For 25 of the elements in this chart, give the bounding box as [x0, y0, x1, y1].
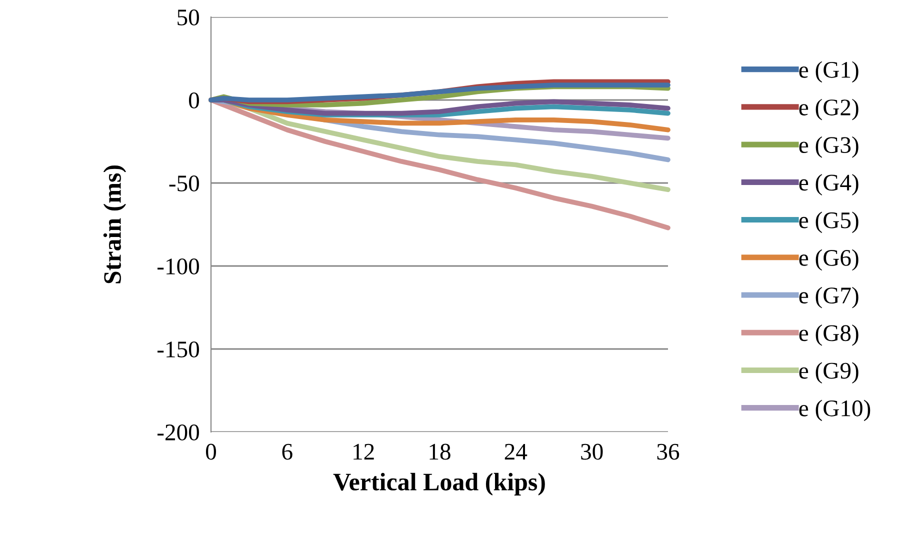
legend-label: e (G7): [799, 286, 858, 308]
legend-label: e (G4): [799, 174, 858, 196]
x-tick-label: 18: [430, 444, 450, 460]
y-tick-label: -200: [157, 424, 199, 440]
legend-label: e (G8): [799, 324, 858, 346]
x-tick-label: 30: [581, 444, 603, 460]
y-tick-label: 50: [178, 9, 199, 26]
legend-label: e (G3): [799, 136, 858, 158]
x-axis-title: Vertical Load (kips): [333, 472, 545, 496]
legend-label: e (G5): [799, 212, 858, 234]
x-tick-label: 12: [354, 444, 374, 460]
y-tick-label: 0: [188, 92, 199, 108]
legend-label: e (G9): [799, 362, 858, 384]
legend-label: e (G10): [799, 400, 870, 422]
y-tick-label: -100: [157, 258, 199, 274]
legend-label: e (G6): [799, 249, 858, 271]
legend-label: e (G2): [799, 98, 858, 120]
x-tick-label: 36: [657, 444, 680, 460]
y-tick-label: -50: [169, 175, 199, 192]
legend-label: e (G1): [799, 61, 858, 83]
x-tick-label: 24: [504, 444, 528, 460]
x-tick-label: 6: [282, 444, 292, 460]
y-tick-label: -150: [157, 341, 199, 358]
x-tick-label: 0: [206, 444, 216, 460]
y-axis-title: Strain (ms): [103, 166, 126, 284]
